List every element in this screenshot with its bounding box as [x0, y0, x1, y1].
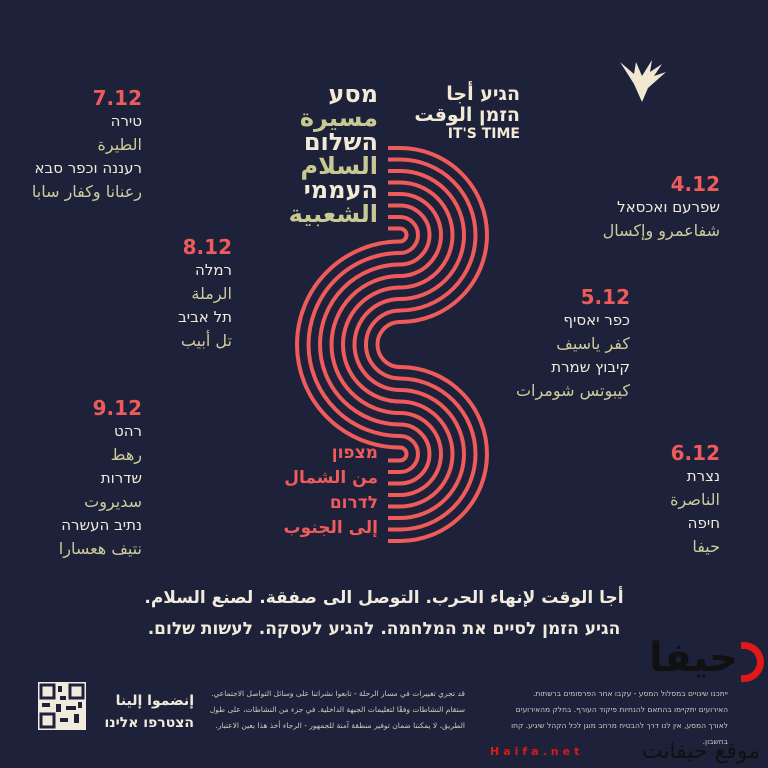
stop-place: كيبوتس شومرات — [515, 381, 630, 400]
stop-place: נצרת — [686, 467, 720, 485]
stop-date: 9.12 — [92, 396, 142, 420]
safety-note-hebrew: ייתכנו שינויים במסלול המסע - עקבו אחר הפ… — [484, 686, 728, 750]
title-line: الشعبية — [288, 200, 378, 228]
stop-date: 5.12 — [580, 285, 630, 309]
stop-date: 4.12 — [670, 172, 720, 196]
logo-its-time: IT'S TIME — [447, 126, 520, 142]
logo-line-1: הגיע أجا — [446, 83, 520, 105]
stop-place: קיבוץ שמרת — [551, 358, 630, 376]
stop-place: نتيف هعسارا — [58, 539, 142, 558]
route-line — [352, 169, 466, 520]
direction-line: إلى الجنوب — [283, 518, 378, 538]
stop-place: سديروت — [84, 492, 142, 511]
note-line: ייתכנו שינויים במסלול המסע - עקבו אחר הפ… — [532, 689, 728, 698]
stop-place: الطيرة — [97, 135, 142, 154]
stop-place: كفر ياسيف — [556, 334, 630, 353]
stop-8-12: 8.12 רמלה الرملة תל אביב تل أبيب — [178, 235, 232, 353]
logo-line-2: הזמן الوقت — [414, 104, 520, 126]
title-line: السلام — [300, 152, 378, 180]
join-us: إنضموا إلينا הצטרפו אלינו — [104, 690, 194, 734]
stop-date: 6.12 — [670, 441, 720, 465]
route-line — [341, 180, 455, 509]
stop-place: רמלה — [195, 261, 232, 279]
join-us-hebrew: הצטרפו אלינו — [104, 715, 194, 731]
stop-place: רעננה וכפר סבא — [34, 159, 143, 177]
stop-place: שדרות — [100, 469, 142, 487]
title-line: השלום — [303, 128, 378, 156]
stop-6-12: 6.12 נצרת الناصرة חיפה حيفا — [670, 441, 720, 559]
note-line: האירועים יתקיימו בהתאם להנחיות פיקוד העו… — [515, 705, 728, 714]
direction-label: מצפון من الشمال לדרום إلى الجنوب — [284, 441, 378, 541]
note-line: الطريق، لا يمكننا ضمان توفير منطقة آمنة … — [215, 721, 465, 730]
direction-line: من الشمال — [284, 468, 378, 488]
route-line — [295, 226, 409, 463]
stop-place: رهط — [110, 445, 142, 464]
stop-place: تل أبيب — [180, 331, 232, 350]
stop-place: טירה — [110, 112, 142, 130]
title-line: مسيرة — [299, 104, 378, 132]
campaign-logo: הגיע أجا הזמן الوقت IT'S TIME — [414, 84, 520, 143]
qr-code-icon[interactable] — [38, 682, 86, 730]
slogan-hebrew: הגיע הזמן לסיים את המלחמה. להגיע לעסקה. … — [147, 619, 621, 639]
note-line: ستقام النشاطات وفقًا لتعليمات الجبهة الد… — [209, 705, 465, 714]
stop-place: حيفا — [692, 537, 720, 556]
stop-place: חיפה — [687, 514, 720, 532]
march-title: מסע مسيرة השלום السلام העממי الشعبية — [289, 82, 378, 226]
stop-7-12: 7.12 טירה الطيرة רעננה וכפר סבא رعنانا و… — [32, 86, 142, 204]
note-line: قد تجري تغييرات في مسار الرحلة - تابعوا … — [211, 689, 465, 698]
dove-hands-icon — [612, 58, 672, 112]
stop-place: שפרעם ואכסאל — [617, 198, 720, 216]
join-us-arabic: إنضموا إلينا — [115, 693, 194, 709]
stop-9-12: 9.12 רהט رهط שדרות سديروت נתיב העשרה نتي… — [59, 396, 142, 561]
stop-place: רהט — [114, 422, 142, 440]
safety-note-arabic: قد تجري تغييرات في مسار الرحلة - تابعوا … — [200, 686, 465, 734]
stop-place: رعنانا وكفار سابا — [31, 182, 142, 201]
route-line — [364, 157, 478, 532]
route-line — [306, 215, 420, 474]
direction-line: מצפון — [331, 443, 378, 463]
title-line: העממי — [303, 176, 378, 204]
stop-place: נתיב העשרה — [61, 516, 142, 534]
stop-date: 8.12 — [182, 235, 232, 259]
direction-line: לדרום — [329, 493, 378, 513]
route-line — [375, 146, 489, 543]
stop-place: כפר יאסיף — [563, 311, 630, 329]
route-line — [329, 192, 443, 497]
stop-place: الناصرة — [670, 490, 720, 509]
route-line — [318, 203, 432, 486]
stop-4-12: 4.12 שפרעם ואכסאל شفاعمرو وإكسال — [603, 172, 720, 243]
stop-5-12: 5.12 כפר יאסיף كفر ياسيف קיבוץ שמרת كيبو… — [516, 285, 630, 403]
stop-place: תל אביב — [178, 308, 232, 326]
stop-place: الرملة — [191, 284, 232, 303]
title-line: מסע — [328, 80, 378, 108]
stop-place: شفاعمرو وإكسال — [602, 221, 720, 240]
stop-date: 7.12 — [92, 86, 142, 110]
note-line: לאורך המסע, אין לנו דרך להבטיח מרחב מוגן… — [511, 721, 728, 746]
slogan-arabic: أجا الوقت لإنهاء الحرب. التوصل الى صفقة.… — [144, 588, 624, 608]
